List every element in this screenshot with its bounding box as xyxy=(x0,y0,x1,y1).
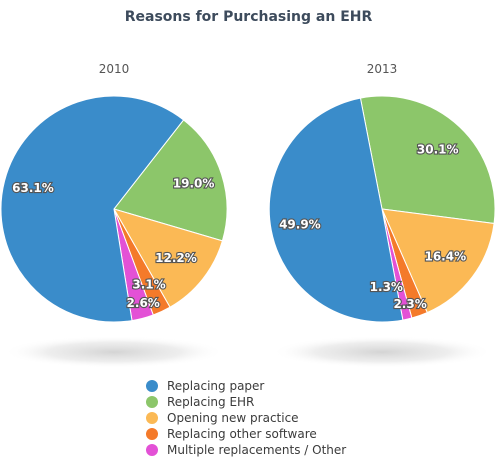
pie-shadow xyxy=(3,336,225,368)
pies-group: 2010 63.1% 19.0% 12.2% 2.6% 3.1% 2013 49.9% 30.1… xyxy=(0,62,496,368)
legend-swatch xyxy=(146,428,158,440)
pie-slice-replacing-paper[interactable] xyxy=(0,95,185,323)
pie-slice-label: 2.3% xyxy=(393,297,426,311)
pie-slice-label: 12.2% xyxy=(155,251,197,265)
pie-slice-label: 16.4% xyxy=(424,250,466,264)
legend-swatch xyxy=(146,412,158,424)
legend-item[interactable]: Replacing other software xyxy=(146,426,346,442)
chart-title: Reasons for Purchasing an EHR xyxy=(124,9,373,25)
legend-swatch xyxy=(146,444,158,456)
legend-swatch xyxy=(146,396,158,408)
pie-slice-replacing-ehr[interactable] xyxy=(113,119,228,242)
legend: Replacing paper Replacing EHR Opening new … xyxy=(146,378,346,458)
legend-label: Replacing EHR xyxy=(167,395,255,409)
legend-swatch xyxy=(146,380,158,392)
legend-label: Replacing other software xyxy=(167,427,317,441)
pie-slice-label: 19.0% xyxy=(173,176,215,190)
pie-slice-opening-new-practice[interactable] xyxy=(381,208,495,314)
pie-slice-label: 2.6% xyxy=(127,296,160,310)
legend-item[interactable]: Replacing paper xyxy=(146,378,346,394)
pie-slice-opening-new-practice[interactable] xyxy=(112,208,224,308)
legend-item[interactable]: Multiple replacements / Other xyxy=(146,442,346,458)
pie-slice-replacing-ehr[interactable] xyxy=(359,95,496,225)
pie-slice-label: 49.9% xyxy=(279,218,321,232)
pie-slice-label: 30.1% xyxy=(417,143,459,157)
legend-label: Opening new practice xyxy=(167,411,299,425)
legend-label: Replacing paper xyxy=(167,379,265,393)
pie-2010: 2010 63.1% 19.0% 12.2% 2.6% 3.1% xyxy=(0,62,228,368)
pie-slice-replacing-paper[interactable] xyxy=(268,97,404,323)
pie-subtitle: 2013 xyxy=(367,62,398,76)
pie-slice-label: 3.1% xyxy=(132,277,165,291)
pie-slice-label: 63.1% xyxy=(12,181,54,195)
pie-slice-label: 1.3% xyxy=(370,280,403,294)
legend-item[interactable]: Replacing EHR xyxy=(146,394,346,410)
pie-2013: 2013 49.9% 30.1% 16.4% 2.3% 1.3% xyxy=(268,62,496,368)
legend-item[interactable]: Opening new practice xyxy=(146,410,346,426)
pie-shadow xyxy=(271,336,493,368)
pie-subtitle: 2010 xyxy=(99,62,130,76)
legend-label: Multiple replacements / Other xyxy=(167,443,347,457)
